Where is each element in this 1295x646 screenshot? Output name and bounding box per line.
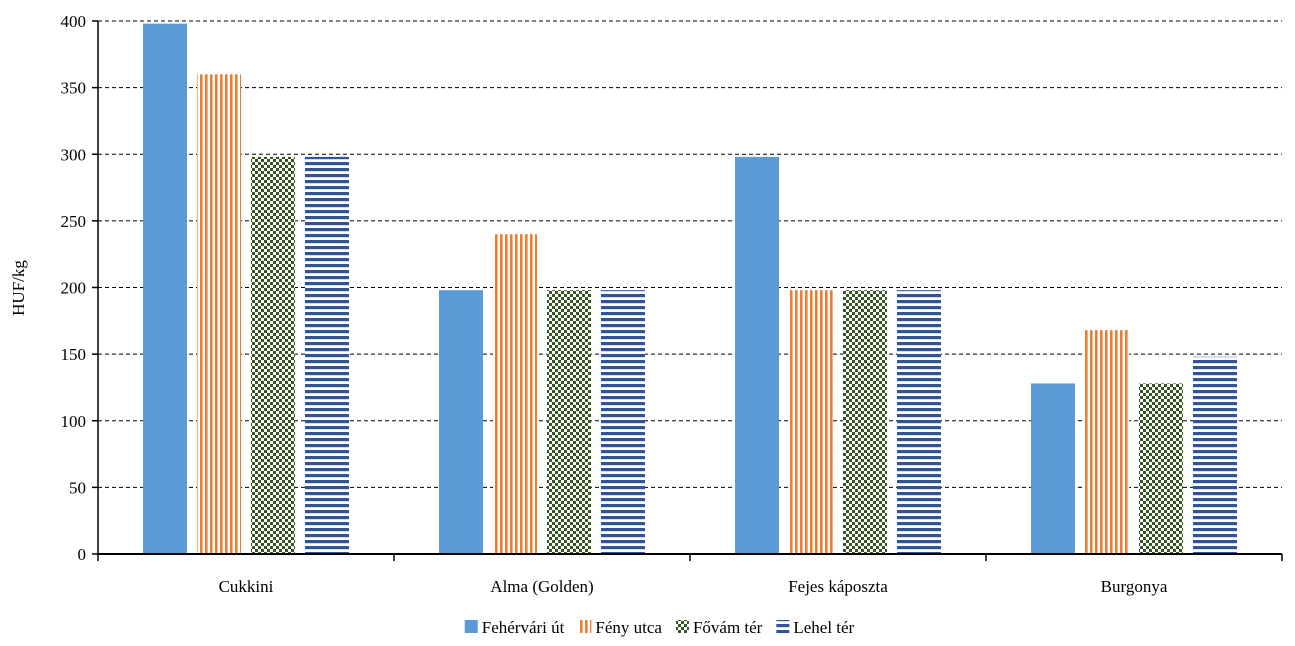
gridlines — [98, 20, 1282, 488]
bar-3-2 — [897, 290, 941, 554]
y-tick-label: 150 — [61, 345, 87, 364]
bar-1-0 — [197, 74, 241, 555]
y-tick-label: 50 — [69, 478, 86, 497]
legend-swatch-1 — [578, 620, 592, 633]
y-tick-label: 200 — [61, 279, 87, 298]
x-tick-label: Burgonya — [1101, 577, 1168, 596]
legend-label-1: Fény utca — [595, 618, 662, 637]
x-tick-label: Cukkini — [219, 577, 274, 596]
bar-2-3 — [1139, 383, 1183, 554]
legend-swatch-0 — [464, 620, 478, 633]
bars — [143, 23, 1237, 555]
bar-0-1 — [439, 290, 483, 554]
y-axis-title: HUF/kg — [9, 260, 28, 316]
legend: Fehérvári út Fény utca Fővám tér Lehel tér — [464, 618, 855, 637]
bar-3-0 — [305, 156, 349, 555]
y-tick-label: 350 — [61, 79, 87, 98]
bar-2-0 — [251, 156, 295, 555]
x-tick-label: Alma (Golden) — [490, 577, 593, 596]
legend-label-0: Fehérvári út — [482, 618, 565, 637]
y-tick-label: 300 — [61, 145, 87, 164]
legend-swatch-2 — [675, 620, 689, 633]
bar-3-3 — [1193, 356, 1237, 554]
y-tick-label: 400 — [61, 12, 87, 31]
bar-0-2 — [735, 156, 779, 555]
bar-2-2 — [843, 290, 887, 554]
x-tick-label: Fejes káposzta — [788, 577, 888, 596]
bar-1-3 — [1085, 330, 1129, 554]
bar-0-0 — [143, 23, 187, 555]
y-tick-label: 250 — [61, 212, 87, 231]
legend-label-3: Lehel tér — [793, 618, 854, 637]
bar-0-3 — [1031, 383, 1075, 554]
bar-3-1 — [601, 290, 645, 554]
y-tick-label: 0 — [78, 545, 87, 564]
bar-2-1 — [547, 290, 591, 554]
legend-swatch-3 — [776, 620, 790, 633]
bar-1-1 — [493, 234, 537, 554]
bar-1-2 — [789, 290, 833, 554]
legend-label-2: Fővám tér — [693, 618, 763, 637]
axes: 0 50 100 150 200 250 300 350 400 Cukkini Alma (Gol… — [61, 12, 1283, 596]
y-tick-label: 100 — [61, 412, 87, 431]
